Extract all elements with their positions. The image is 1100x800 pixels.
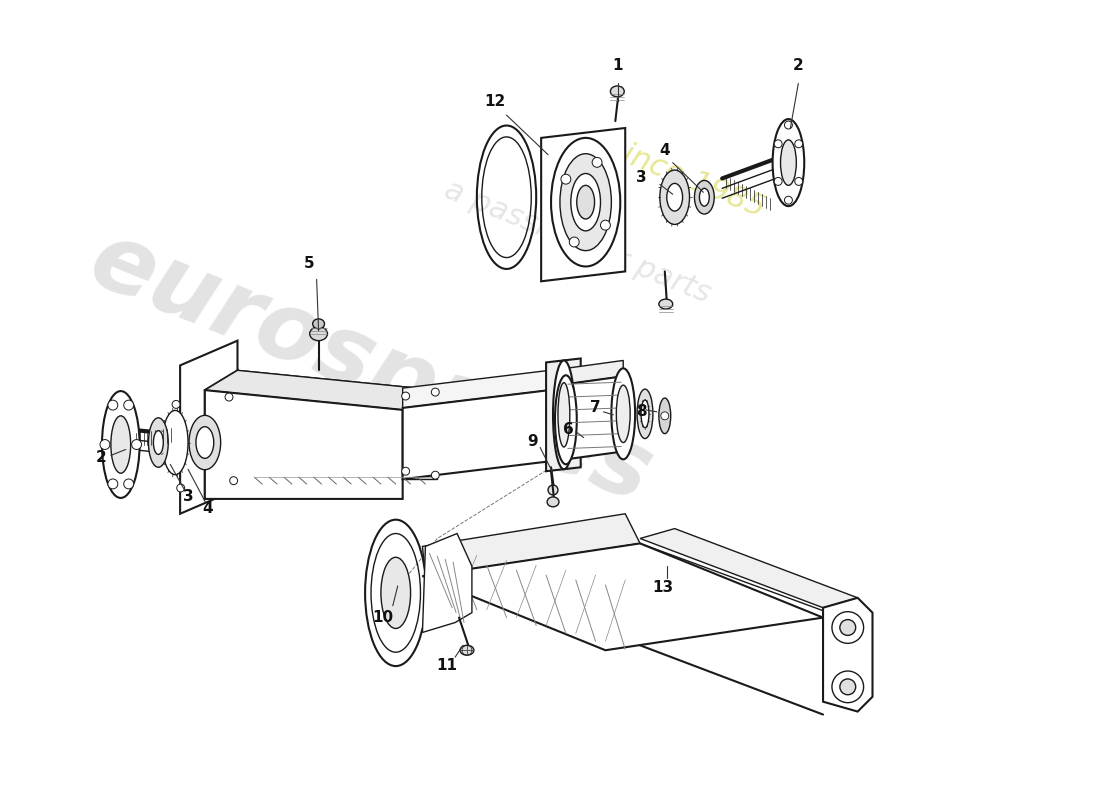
Text: 7: 7 [591, 401, 601, 415]
Text: 5: 5 [304, 256, 313, 271]
Ellipse shape [163, 410, 188, 474]
Circle shape [402, 467, 409, 475]
Ellipse shape [310, 327, 328, 341]
Circle shape [132, 439, 142, 450]
Circle shape [172, 401, 180, 408]
Ellipse shape [560, 154, 612, 250]
Circle shape [123, 479, 133, 489]
Polygon shape [546, 358, 581, 471]
Circle shape [832, 612, 864, 643]
Polygon shape [180, 341, 238, 514]
Ellipse shape [102, 391, 140, 498]
Ellipse shape [781, 140, 796, 186]
Polygon shape [205, 370, 238, 499]
Circle shape [832, 671, 864, 702]
Ellipse shape [111, 416, 131, 473]
Ellipse shape [312, 319, 324, 329]
Ellipse shape [558, 382, 570, 447]
Ellipse shape [667, 183, 683, 211]
Circle shape [784, 196, 792, 204]
Polygon shape [565, 376, 624, 459]
Circle shape [177, 484, 185, 492]
Circle shape [840, 679, 856, 694]
Circle shape [794, 140, 803, 148]
Text: 4: 4 [202, 502, 213, 516]
Polygon shape [823, 598, 872, 711]
Ellipse shape [700, 188, 710, 206]
Ellipse shape [641, 400, 649, 428]
Circle shape [794, 178, 803, 186]
Ellipse shape [381, 558, 410, 629]
Text: 13: 13 [652, 581, 673, 595]
Text: 3: 3 [183, 490, 194, 505]
Ellipse shape [660, 170, 690, 225]
Text: 12: 12 [484, 94, 505, 109]
Circle shape [548, 485, 558, 495]
Ellipse shape [196, 426, 213, 458]
Ellipse shape [694, 181, 714, 214]
Polygon shape [403, 388, 565, 479]
Circle shape [661, 412, 669, 420]
Polygon shape [403, 388, 438, 479]
Polygon shape [541, 128, 625, 282]
Circle shape [100, 439, 110, 450]
Text: 3: 3 [636, 170, 647, 185]
Ellipse shape [616, 385, 630, 442]
Circle shape [592, 158, 602, 167]
Text: 1: 1 [612, 58, 623, 73]
Text: 10: 10 [372, 610, 394, 625]
Polygon shape [422, 534, 472, 633]
Circle shape [774, 178, 782, 186]
Circle shape [784, 121, 792, 129]
Circle shape [402, 392, 409, 400]
Circle shape [108, 479, 118, 489]
Text: 11: 11 [437, 658, 458, 673]
Circle shape [230, 477, 238, 485]
Ellipse shape [659, 398, 671, 434]
Ellipse shape [610, 86, 624, 97]
Polygon shape [205, 390, 403, 499]
Ellipse shape [153, 430, 163, 454]
Circle shape [123, 400, 133, 410]
Circle shape [840, 619, 856, 635]
Polygon shape [422, 514, 640, 576]
Text: 6: 6 [563, 422, 574, 437]
Ellipse shape [189, 415, 221, 470]
Polygon shape [205, 370, 438, 410]
Ellipse shape [553, 361, 575, 470]
Circle shape [431, 388, 439, 396]
Text: 8: 8 [636, 404, 647, 419]
Ellipse shape [571, 174, 601, 231]
Polygon shape [238, 370, 438, 479]
Text: 4: 4 [660, 143, 670, 158]
Ellipse shape [576, 186, 595, 219]
Text: eurospares: eurospares [77, 214, 665, 523]
Polygon shape [422, 543, 823, 650]
Ellipse shape [659, 299, 673, 309]
Ellipse shape [772, 119, 804, 206]
Text: 9: 9 [527, 434, 538, 449]
Circle shape [570, 237, 580, 247]
Polygon shape [640, 529, 858, 608]
Circle shape [431, 471, 439, 479]
Circle shape [226, 393, 233, 401]
Ellipse shape [637, 389, 653, 438]
Text: a passion for parts: a passion for parts [440, 175, 715, 309]
Ellipse shape [612, 368, 635, 459]
Polygon shape [403, 368, 565, 408]
Circle shape [774, 140, 782, 148]
Text: since 1985: since 1985 [604, 134, 769, 223]
Ellipse shape [460, 646, 474, 655]
Text: 2: 2 [793, 58, 804, 73]
Circle shape [108, 400, 118, 410]
Ellipse shape [148, 418, 168, 467]
Polygon shape [565, 361, 624, 384]
Circle shape [601, 220, 610, 230]
Ellipse shape [551, 138, 620, 266]
Text: 2: 2 [96, 450, 107, 465]
Ellipse shape [547, 497, 559, 507]
Circle shape [561, 174, 571, 184]
Ellipse shape [556, 375, 576, 464]
